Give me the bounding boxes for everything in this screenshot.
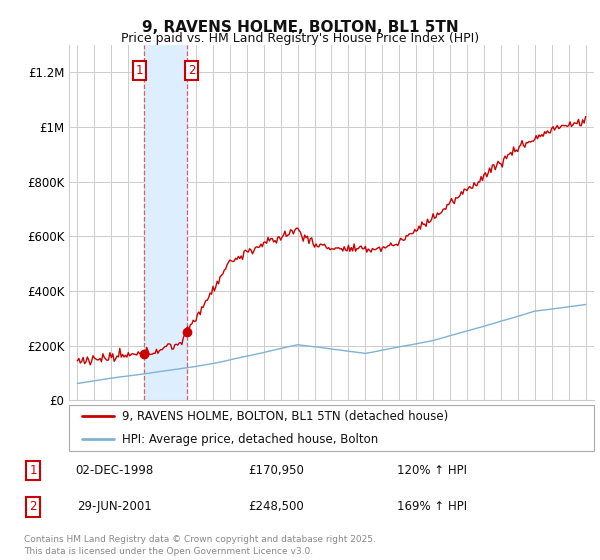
Text: 1: 1: [29, 464, 37, 477]
Text: 9, RAVENS HOLME, BOLTON, BL1 5TN: 9, RAVENS HOLME, BOLTON, BL1 5TN: [142, 20, 458, 35]
Text: 120% ↑ HPI: 120% ↑ HPI: [397, 464, 467, 477]
Text: 02-DEC-1998: 02-DEC-1998: [75, 464, 153, 477]
Text: Price paid vs. HM Land Registry's House Price Index (HPI): Price paid vs. HM Land Registry's House …: [121, 32, 479, 45]
FancyBboxPatch shape: [69, 405, 594, 451]
Text: 2: 2: [29, 500, 37, 514]
Bar: [144, 45, 187, 400]
Text: 2: 2: [188, 64, 196, 77]
Text: HPI: Average price, detached house, Bolton: HPI: Average price, detached house, Bolt…: [121, 433, 378, 446]
Text: Contains HM Land Registry data © Crown copyright and database right 2025.
This d: Contains HM Land Registry data © Crown c…: [24, 535, 376, 556]
Text: £170,950: £170,950: [248, 464, 304, 477]
Text: 9, RAVENS HOLME, BOLTON, BL1 5TN (detached house): 9, RAVENS HOLME, BOLTON, BL1 5TN (detach…: [121, 410, 448, 423]
Text: £248,500: £248,500: [248, 500, 304, 514]
Text: 1: 1: [136, 64, 143, 77]
Text: 169% ↑ HPI: 169% ↑ HPI: [397, 500, 467, 514]
Text: 29-JUN-2001: 29-JUN-2001: [77, 500, 151, 514]
